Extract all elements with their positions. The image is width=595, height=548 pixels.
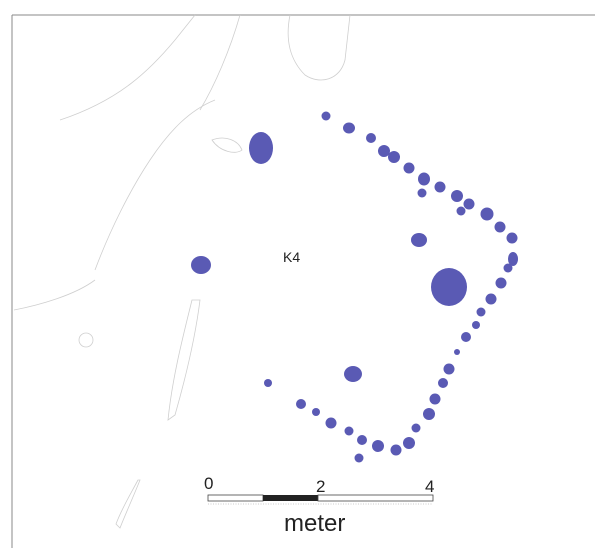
scale-tick-0: 0 xyxy=(204,474,213,493)
small-circle-marker xyxy=(78,332,94,348)
posthole xyxy=(495,277,507,289)
posthole xyxy=(506,232,518,244)
posthole xyxy=(296,399,306,409)
feature-label: K4 xyxy=(283,249,300,265)
posthole xyxy=(411,423,421,433)
posthole xyxy=(390,444,402,456)
postholes xyxy=(191,111,518,463)
posthole xyxy=(344,426,354,436)
posthole xyxy=(434,181,446,193)
scale-segment-light xyxy=(317,494,434,502)
posthole xyxy=(312,408,320,416)
posthole xyxy=(508,252,518,266)
posthole xyxy=(357,435,367,445)
posthole xyxy=(372,440,384,452)
posthole xyxy=(443,363,455,375)
posthole xyxy=(480,207,494,221)
scale-segment-dark xyxy=(263,495,318,501)
scale-tick-4: 4 xyxy=(425,477,434,496)
posthole xyxy=(438,378,448,388)
posthole xyxy=(191,256,211,274)
posthole xyxy=(325,417,337,429)
posthole xyxy=(418,172,430,186)
posthole xyxy=(417,188,427,198)
posthole xyxy=(476,307,486,317)
posthole xyxy=(411,233,427,247)
scale-unit-label: meter xyxy=(284,510,345,537)
posthole xyxy=(461,332,471,342)
posthole xyxy=(354,453,364,463)
posthole xyxy=(343,122,355,134)
posthole-large xyxy=(249,132,273,164)
posthole xyxy=(451,190,463,202)
posthole xyxy=(463,198,475,210)
posthole xyxy=(378,145,390,157)
posthole-large xyxy=(431,268,467,306)
background-contours xyxy=(13,14,351,529)
posthole xyxy=(403,162,415,174)
posthole xyxy=(321,111,331,121)
posthole xyxy=(423,408,435,420)
scale-bar: 0 2 4 meter xyxy=(204,474,434,537)
posthole xyxy=(429,393,441,405)
posthole xyxy=(344,366,362,382)
scale-segment-light xyxy=(207,494,264,502)
posthole xyxy=(388,151,400,163)
posthole xyxy=(454,349,460,355)
posthole xyxy=(366,133,376,143)
posthole xyxy=(485,293,497,305)
posthole xyxy=(456,206,466,216)
posthole xyxy=(503,263,513,273)
posthole xyxy=(472,321,480,329)
posthole xyxy=(494,221,506,233)
posthole xyxy=(264,379,272,387)
scale-tick-2: 2 xyxy=(316,477,325,496)
posthole xyxy=(403,437,415,449)
